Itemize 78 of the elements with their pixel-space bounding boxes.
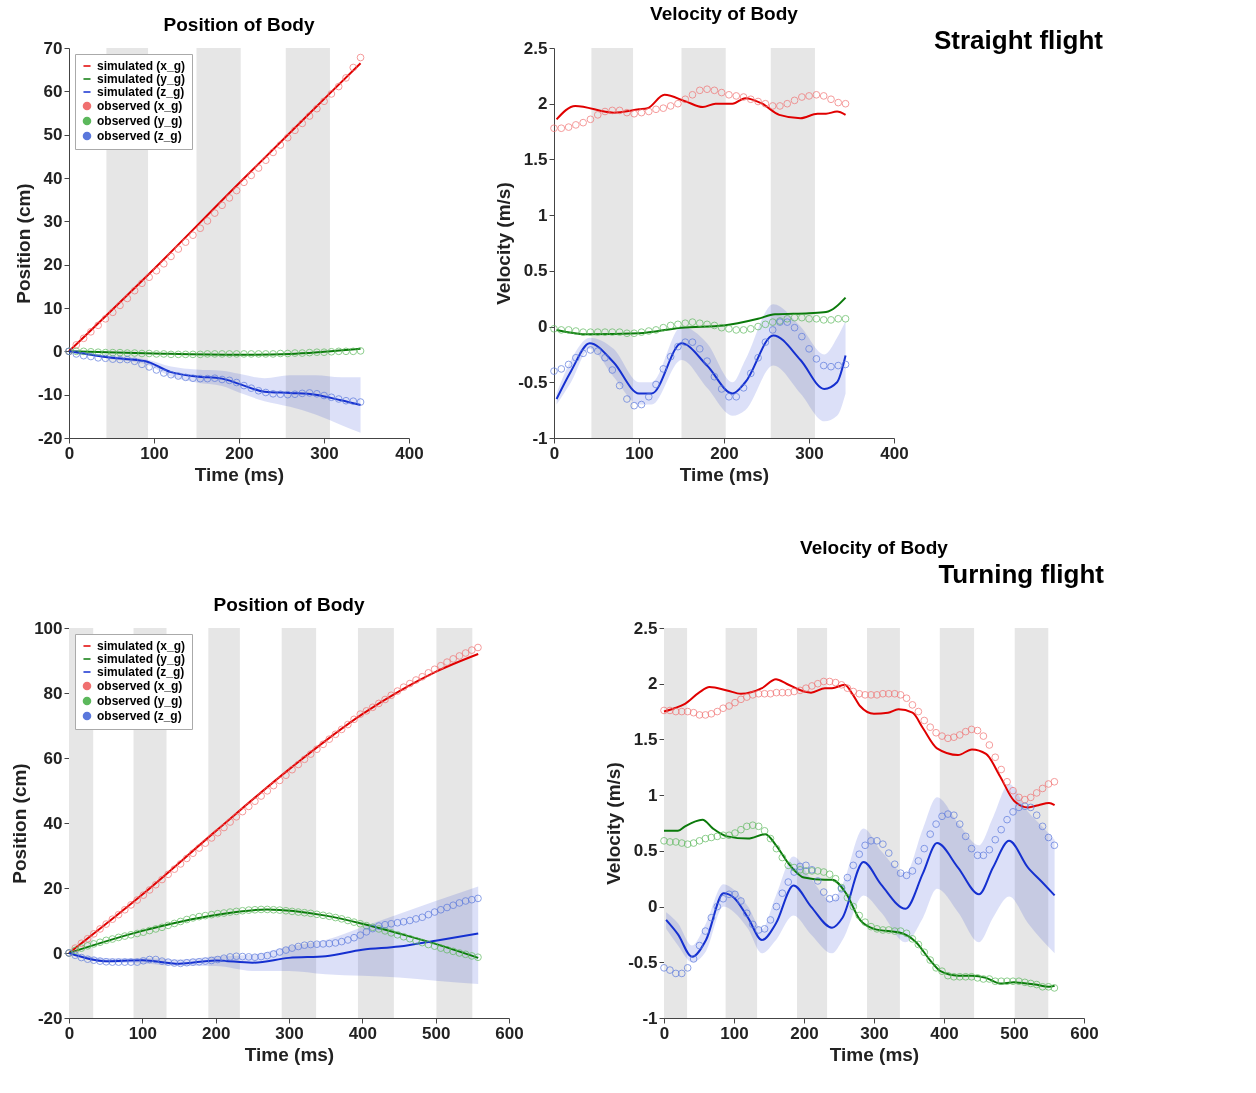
x-tick-label: 100	[140, 443, 169, 463]
y-axis-title: Velocity (m/s)	[603, 762, 625, 885]
y-tick-label: 70	[43, 38, 63, 58]
legend-label: observed (z_g)	[97, 709, 182, 723]
chart-title: Position of Body	[163, 14, 315, 35]
x-tick-label: 400	[880, 443, 909, 463]
y-tick-label: -1	[642, 1008, 658, 1028]
y-tick-label: 40	[43, 168, 63, 188]
x-tick-label: 500	[1000, 1023, 1029, 1043]
y-tick-label: 0	[538, 317, 548, 337]
y-tick-label: -0.5	[518, 372, 548, 392]
y-tick-label: 20	[43, 255, 63, 275]
y-tick-label: 100	[34, 618, 63, 638]
legend-label: observed (y_g)	[97, 694, 183, 708]
legend-label: simulated (y_g)	[97, 652, 186, 666]
text: Straight flight	[934, 25, 1104, 55]
x-tick-label: 200	[790, 1023, 819, 1043]
x-axis-title: Time (ms)	[829, 1043, 920, 1065]
y-tick-label: 2.5	[633, 618, 658, 638]
y-tick-label: 60	[43, 81, 63, 101]
y-tick-label: 2	[538, 94, 548, 114]
x-tick-label: 200	[201, 1023, 231, 1043]
chart-title: Velocity of Body	[650, 3, 799, 24]
y-tick-label: 50	[43, 125, 63, 145]
y-tick-label: 1	[538, 205, 548, 225]
x-tick-label: 400	[395, 443, 424, 463]
x-tick-label: 400	[348, 1023, 378, 1043]
legend-label: observed (z_g)	[97, 129, 182, 143]
text: Turning flight	[938, 559, 1105, 589]
y-axis-title: Position (cm)	[12, 183, 34, 304]
legend-label: simulated (y_g)	[97, 72, 186, 86]
y-tick-label: 80	[43, 683, 63, 703]
y-tick-label: 2.5	[523, 38, 548, 58]
y-axis-title: Position (cm)	[9, 763, 31, 884]
y-tick-label: -20	[37, 428, 63, 448]
x-axis-title: Time (ms)	[679, 463, 770, 485]
legend-label: observed (x_g)	[97, 679, 183, 693]
y-tick-label: 2	[648, 674, 658, 694]
chart-title: Position of Body	[213, 594, 365, 615]
y-tick-label: 0	[53, 943, 63, 963]
y-tick-label: -1	[532, 428, 548, 448]
legend-label: simulated (z_g)	[97, 85, 185, 99]
y-tick-label: 20	[43, 878, 63, 898]
y-tick-label: 0	[53, 341, 63, 361]
legend-label: observed (x_g)	[97, 99, 183, 113]
y-tick-label: 40	[43, 813, 63, 833]
legend-label: simulated (z_g)	[97, 665, 185, 679]
x-tick-label: 200	[225, 443, 254, 463]
x-tick-label: 300	[310, 443, 339, 463]
y-tick-label: -0.5	[628, 952, 658, 972]
y-tick-label: 1.5	[633, 729, 658, 749]
x-axis-title: Time (ms)	[194, 463, 285, 485]
x-tick-label: 600	[495, 1023, 524, 1043]
legend-label: simulated (x_g)	[97, 639, 186, 653]
x-tick-label: 300	[795, 443, 824, 463]
y-tick-label: 10	[43, 298, 63, 318]
x-tick-label: 200	[710, 443, 739, 463]
legend-label: observed (y_g)	[97, 114, 183, 128]
y-tick-label: 0	[648, 897, 658, 917]
y-tick-label: -20	[37, 1008, 63, 1028]
x-tick-label: 500	[421, 1023, 451, 1043]
y-tick-label: 1.5	[523, 149, 548, 169]
y-tick-label: 1	[648, 785, 658, 805]
legend-label: simulated (x_g)	[97, 59, 186, 73]
x-tick-label: 400	[930, 1023, 959, 1043]
y-tick-label: -10	[37, 385, 63, 405]
y-tick-label: 60	[43, 748, 63, 768]
x-tick-label: 100	[720, 1023, 749, 1043]
y-tick-label: 0.5	[633, 841, 658, 861]
x-tick-label: 600	[1070, 1023, 1099, 1043]
y-axis-title: Velocity (m/s)	[493, 182, 515, 305]
x-tick-label: 100	[128, 1023, 158, 1043]
x-axis-title: Time (ms)	[244, 1043, 335, 1065]
y-tick-label: 30	[43, 211, 63, 231]
x-tick-label: 300	[860, 1023, 889, 1043]
chart-title: Velocity of Body	[800, 537, 949, 558]
x-tick-label: 300	[275, 1023, 304, 1043]
y-tick-label: 0.5	[523, 261, 548, 281]
